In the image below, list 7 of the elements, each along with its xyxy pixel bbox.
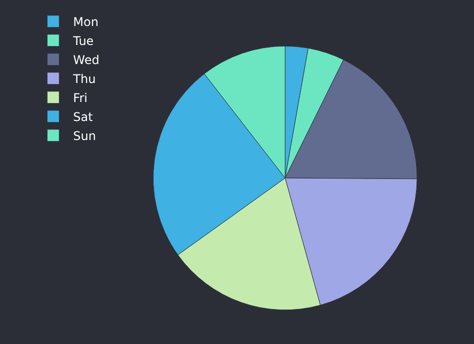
legend-label: Sat: [73, 110, 94, 124]
legend-label: Fri: [73, 91, 88, 106]
legend-label: Tue: [72, 34, 94, 48]
legend-label: Wed: [73, 53, 100, 68]
legend-label: Thu: [72, 72, 96, 86]
legend-label: Mon: [73, 15, 98, 30]
legend-label: Sun: [73, 129, 96, 144]
